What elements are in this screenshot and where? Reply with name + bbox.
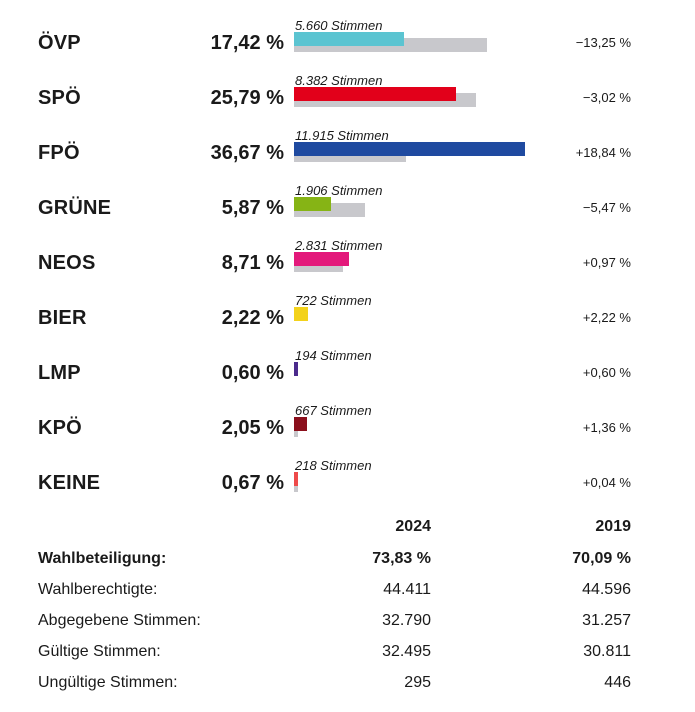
party-name: NEOS — [38, 252, 96, 274]
stat-label: Gültige Stimmen: — [38, 643, 161, 660]
party-percentage: 8,71 % — [221, 252, 284, 274]
party-percentage: 17,42 % — [210, 32, 284, 54]
party-percentage: 2,05 % — [221, 417, 284, 439]
party-name: FPÖ — [38, 142, 80, 164]
stat-row: Ungültige Stimmen: 295 446 — [0, 668, 695, 698]
vote-count-label: 1.906 Stimmen — [295, 183, 383, 198]
party-row: SPÖ 25,79 % 8.382 Stimmen −3,02 % — [0, 73, 695, 128]
stat-label: Wahlbeteiligung: — [38, 550, 167, 567]
party-row: KEINE 0,67 % 218 Stimmen +0,04 % — [0, 458, 695, 513]
party-row: BIER 2,22 % 722 Stimmen +2,22 % — [0, 293, 695, 348]
stat-row: Gültige Stimmen: 32.495 30.811 — [0, 637, 695, 667]
party-row: LMP 0,60 % 194 Stimmen +0,60 % — [0, 348, 695, 403]
change-label: +0,60 % — [582, 365, 631, 380]
vote-count-label: 11.915 Stimmen — [295, 128, 389, 143]
party-percentage: 0,60 % — [221, 362, 284, 384]
change-label: +0,97 % — [582, 255, 631, 270]
stats-column-2024: 2024 — [395, 518, 431, 535]
party-name: KPÖ — [38, 417, 82, 439]
stat-label: Wahlberechtigte: — [38, 581, 158, 598]
bar-2024 — [294, 252, 349, 266]
party-percentage: 0,67 % — [221, 472, 284, 494]
bar-2024 — [294, 417, 307, 431]
stat-row: Abgegebene Stimmen: 32.790 31.257 — [0, 606, 695, 636]
election-results-chart: ÖVP 17,42 % 5.660 Stimmen −13,25 % SPÖ 25,79 … — [0, 18, 695, 494]
bar-2024 — [294, 307, 308, 321]
party-name: BIER — [38, 307, 87, 329]
vote-count-label: 667 Stimmen — [295, 403, 372, 418]
bar-2024 — [294, 472, 299, 486]
stat-label: Abgegebene Stimmen: — [38, 612, 201, 629]
party-percentage: 2,22 % — [221, 307, 284, 329]
change-label: +18,84 % — [575, 145, 631, 160]
party-percentage: 5,87 % — [221, 197, 284, 219]
bar-2024 — [294, 197, 331, 211]
party-name: LMP — [38, 362, 81, 384]
party-row: NEOS 8,71 % 2.831 Stimmen +0,97 % — [0, 238, 695, 293]
vote-count-label: 2.831 Stimmen — [295, 238, 383, 253]
vote-count-label: 8.382 Stimmen — [295, 73, 383, 88]
party-row: KPÖ 2,05 % 667 Stimmen +1,36 % — [0, 403, 695, 458]
vote-count-label: 218 Stimmen — [295, 458, 372, 473]
party-percentage: 36,67 % — [210, 142, 284, 164]
stat-value-2019: 31.257 — [582, 612, 631, 629]
change-label: +0,04 % — [582, 475, 631, 490]
stat-label: Ungültige Stimmen: — [38, 674, 178, 691]
stat-value-2024: 32.790 — [382, 612, 431, 629]
bar-2024 — [294, 142, 526, 156]
party-name: ÖVP — [38, 32, 81, 54]
stat-value-2024: 44.411 — [383, 581, 431, 598]
vote-count-label: 722 Stimmen — [295, 293, 372, 308]
stat-value-2024: 32.495 — [382, 643, 431, 660]
stat-row: Wahlbeteiligung: 73,83 % 70,09 % — [0, 544, 695, 574]
bar-2024 — [294, 362, 298, 376]
stat-value-2019: 30.811 — [583, 643, 631, 660]
party-name: KEINE — [38, 472, 101, 494]
change-label: −13,25 % — [575, 35, 631, 50]
bar-2024 — [294, 32, 404, 46]
party-name: SPÖ — [38, 87, 81, 109]
party-row: GRÜNE 5,87 % 1.906 Stimmen −5,47 % — [0, 183, 695, 238]
vote-count-label: 5.660 Stimmen — [295, 18, 383, 33]
party-name: GRÜNE — [38, 197, 112, 219]
stat-row: Wahlberechtigte: 44.411 44.596 — [0, 575, 695, 605]
change-label: +2,22 % — [582, 310, 631, 325]
stat-value-2019: 44.596 — [582, 581, 631, 598]
vote-count-label: 194 Stimmen — [295, 348, 372, 363]
stat-value-2019: 70,09 % — [572, 550, 631, 567]
party-row: ÖVP 17,42 % 5.660 Stimmen −13,25 % — [0, 18, 695, 73]
stats-column-2019: 2019 — [595, 518, 631, 535]
change-label: −3,02 % — [582, 90, 631, 105]
stat-value-2019: 446 — [604, 674, 631, 691]
party-row: FPÖ 36,67 % 11.915 Stimmen +18,84 % — [0, 128, 695, 183]
party-percentage: 25,79 % — [210, 87, 284, 109]
stat-value-2024: 73,83 % — [372, 550, 431, 567]
bar-2024 — [294, 87, 457, 101]
change-label: −5,47 % — [582, 200, 631, 215]
change-label: +1,36 % — [582, 420, 631, 435]
stat-value-2024: 295 — [404, 674, 431, 691]
